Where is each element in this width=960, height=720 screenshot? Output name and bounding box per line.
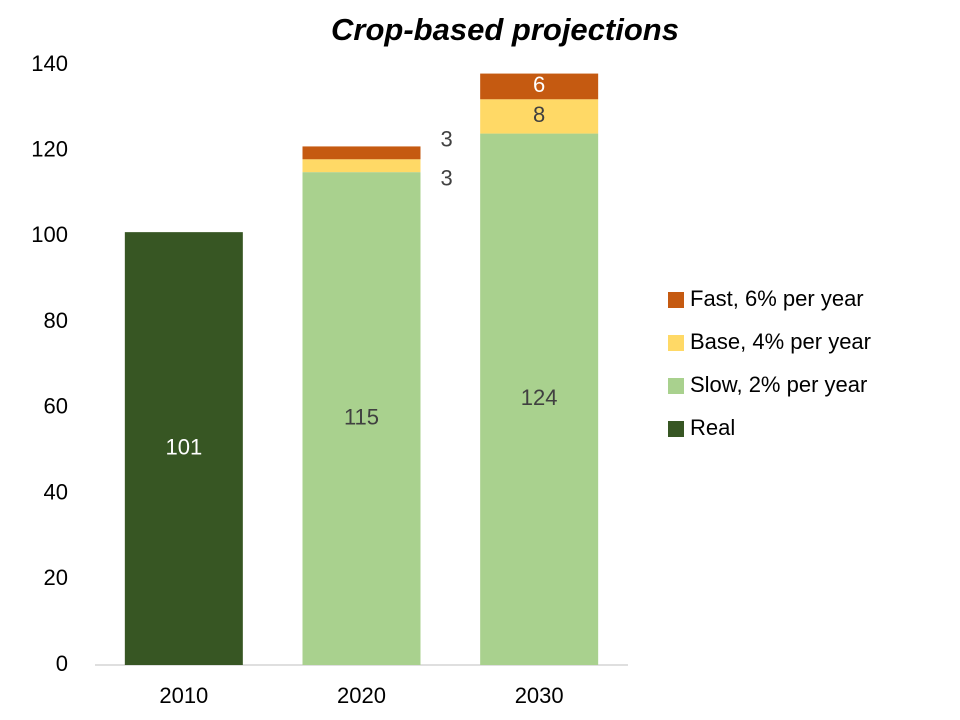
data-label: 3 [441, 127, 453, 152]
x-tick-label: 2030 [515, 683, 564, 708]
y-tick-label: 60 [44, 394, 68, 419]
y-tick-label: 40 [44, 479, 68, 504]
x-tick-label: 2020 [337, 683, 386, 708]
bar-segment [480, 99, 599, 134]
data-label: 124 [521, 385, 558, 410]
legend-label: Fast, 6% per year [690, 286, 864, 311]
legend-label: Slow, 2% per year [690, 372, 867, 397]
y-tick-label: 0 [56, 651, 68, 676]
data-label: 101 [165, 434, 202, 459]
y-tick-label: 140 [31, 51, 68, 76]
bar-segment [480, 73, 599, 100]
data-label: 8 [533, 102, 545, 127]
data-label: 115 [344, 404, 379, 429]
legend-swatch [668, 292, 684, 308]
y-tick-label: 100 [31, 222, 68, 247]
legend-swatch [668, 421, 684, 437]
bar-segment [124, 232, 243, 665]
bar-segment [302, 159, 421, 173]
data-label: 6 [533, 72, 545, 97]
y-tick-label: 120 [31, 137, 68, 162]
bar-segment [302, 146, 421, 160]
chart-title: Crop-based projections [331, 12, 679, 47]
bar-segment [480, 133, 599, 666]
bar-segment [302, 172, 421, 665]
legend-swatch [668, 335, 684, 351]
y-tick-label: 20 [44, 565, 68, 590]
legend-swatch [668, 378, 684, 394]
legend-label: Base, 4% per year [690, 329, 871, 354]
data-label: 3 [441, 166, 453, 191]
x-tick-label: 2010 [159, 683, 208, 708]
legend-label: Real [690, 415, 735, 440]
y-tick-label: 80 [44, 308, 68, 333]
